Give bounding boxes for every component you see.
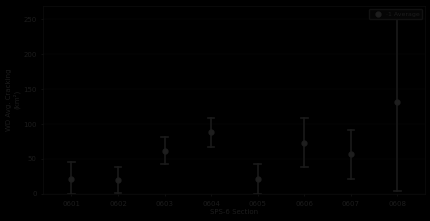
X-axis label: SPS-6 Section: SPS-6 Section <box>210 210 258 215</box>
Point <box>254 177 261 181</box>
Point <box>161 149 168 152</box>
Point <box>207 131 214 134</box>
Point <box>114 179 121 182</box>
Point <box>68 177 75 181</box>
Legend: ·1 Average: ·1 Average <box>369 9 421 19</box>
Point <box>300 141 307 145</box>
Point <box>393 101 400 104</box>
Y-axis label: WD Avg. Cracking
(km²): WD Avg. Cracking (km²) <box>6 68 20 131</box>
Point <box>347 152 353 156</box>
